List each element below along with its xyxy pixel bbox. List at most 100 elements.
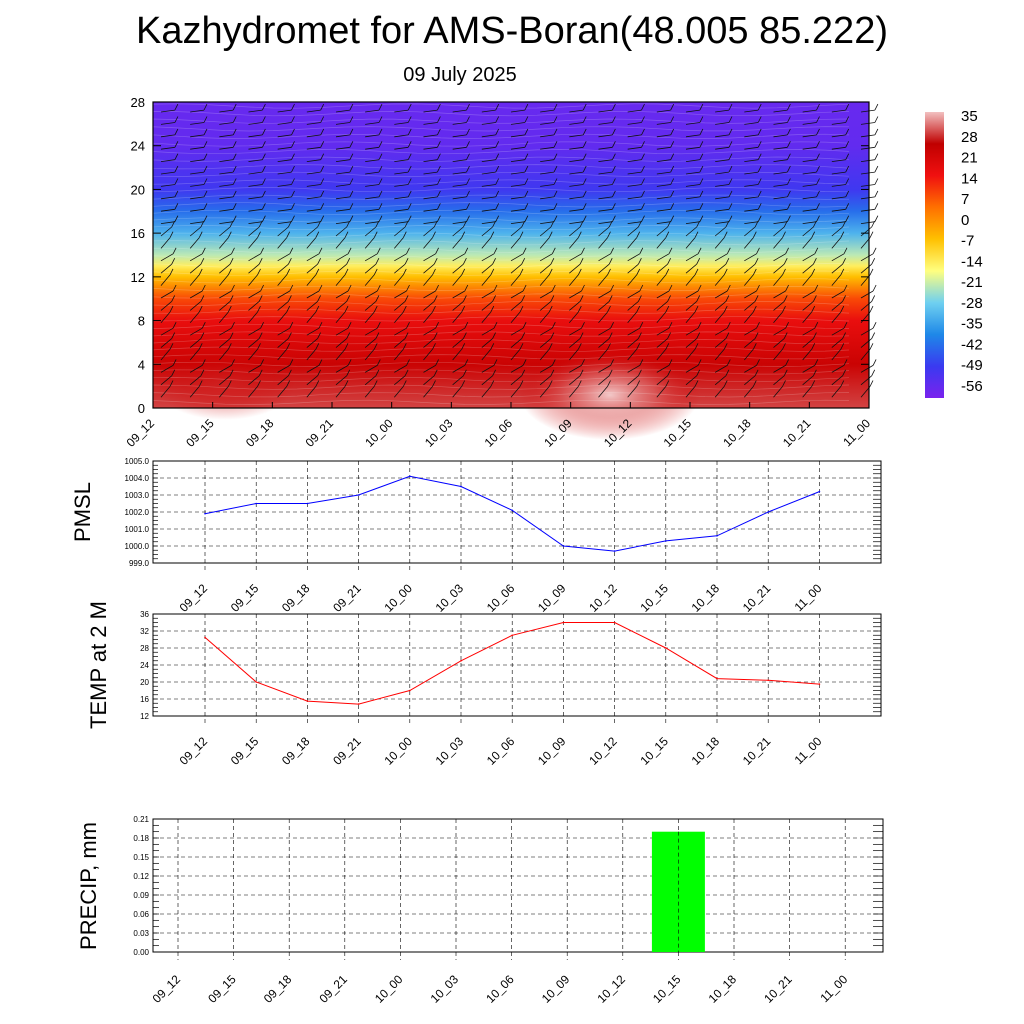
wind-barb	[248, 237, 258, 249]
wind-barb	[277, 221, 292, 224]
wind-barb-flag	[814, 322, 819, 329]
wind-barb-flag	[464, 247, 469, 254]
wind-barb	[773, 349, 783, 361]
wind-barb-flag	[699, 141, 704, 148]
wind-barb	[160, 237, 171, 249]
wind-barb-flag	[641, 178, 645, 185]
wind-barb	[277, 226, 289, 237]
cross-section-panel: 0 4 8 12 16 20 24 28 09_12 09_15 09_18 09_21 10_00 10…	[124, 95, 879, 450]
y-tick-label: 8	[138, 314, 145, 329]
wind-barb	[160, 171, 175, 175]
data-point	[818, 683, 821, 685]
wind-barb-flag	[582, 141, 587, 148]
wind-barb-flag	[553, 203, 558, 210]
wind-barb-flag	[463, 369, 467, 376]
wind-barb-flag	[291, 141, 295, 148]
wind-barb-flag	[378, 190, 383, 198]
wind-barb	[277, 134, 292, 138]
wind-barb-flag	[402, 380, 407, 387]
wind-barb-flag	[437, 153, 441, 160]
wind-barb	[510, 221, 525, 224]
wind-barb	[306, 196, 321, 200]
wind-barb-flag	[874, 153, 879, 160]
wind-barb	[773, 311, 783, 324]
wind-barb	[802, 196, 817, 200]
wind-barb	[715, 196, 730, 200]
wind-barb-flag	[466, 203, 470, 210]
wind-barb-flag	[670, 103, 675, 111]
wind-barb-flag	[461, 305, 466, 313]
wind-barb-flag	[783, 258, 788, 265]
wind-barb	[306, 349, 317, 361]
wind-barb	[423, 237, 433, 249]
wind-barb-flag	[582, 165, 587, 173]
contour-line	[152, 361, 850, 367]
wind-barb	[248, 349, 258, 361]
wind-barb-flag	[726, 284, 731, 292]
data-point	[409, 689, 411, 692]
wind-barb-flag	[582, 128, 587, 136]
wind-barb-flag	[524, 103, 529, 111]
wind-barb	[510, 386, 521, 398]
x-tick-label: 10_03	[422, 416, 456, 450]
wind-barb-flag	[550, 258, 555, 265]
data-point	[409, 475, 411, 478]
color-bar-label: 14	[961, 170, 978, 187]
wind-barb	[190, 184, 205, 187]
wind-barb	[831, 146, 846, 150]
wind-barb	[685, 386, 696, 398]
wind-barb-flag	[174, 141, 179, 148]
wind-barb	[189, 263, 202, 274]
contour-line	[152, 202, 850, 208]
wind-barb-flag	[757, 203, 762, 210]
wind-barb	[627, 237, 638, 249]
wind-barb-flag	[519, 305, 524, 313]
wind-barb	[306, 171, 321, 175]
wind-barb	[860, 146, 875, 150]
wind-barb-flag	[842, 332, 846, 339]
wind-barb-flag	[840, 343, 845, 350]
wind-barb-flag	[667, 220, 671, 228]
wind-barb-flag	[262, 215, 266, 222]
wind-barb-flag	[723, 231, 728, 238]
wind-barb-flag	[872, 284, 877, 292]
wind-barb-flag	[636, 343, 641, 350]
wind-barb	[160, 109, 175, 113]
wind-barb	[365, 134, 380, 138]
wind-barb	[744, 122, 759, 125]
chart-title: Kazhydromet for AMS-Boran(48.005 85.222)	[136, 10, 888, 52]
wind-barb-flag	[840, 380, 845, 387]
wind-barb-flag	[752, 380, 757, 387]
wind-barb-flag	[171, 295, 176, 302]
wind-barb-flag	[346, 220, 351, 228]
wind-barb	[335, 146, 350, 150]
wind-barb-flag	[229, 369, 234, 376]
wind-barb	[335, 208, 350, 212]
x-tick-label: 11_00	[817, 972, 850, 1005]
wind-barb-flag	[466, 215, 470, 222]
wind-barb	[190, 208, 205, 212]
wind-barb-flag	[670, 190, 675, 198]
wind-barb-flag	[871, 295, 876, 302]
wind-barb	[219, 184, 234, 187]
wind-barb	[598, 375, 610, 386]
wind-barb-flag	[874, 141, 879, 148]
wind-barb	[190, 159, 205, 162]
wind-barb	[306, 208, 321, 212]
wind-barb-flag	[404, 369, 409, 376]
wind-barb	[627, 208, 642, 212]
wind-barb-flag	[696, 332, 701, 339]
wind-barb-flag	[376, 359, 381, 366]
wind-barb	[773, 274, 783, 286]
wind-barb-flag	[320, 153, 325, 160]
wind-barb	[860, 184, 875, 187]
wind-barb	[714, 375, 727, 386]
x-tick-label: 09_18	[261, 972, 295, 1006]
wind-barb	[219, 365, 232, 373]
wind-barb	[656, 290, 670, 299]
wind-barb-flag	[665, 231, 670, 238]
wind-barb-flag	[840, 268, 845, 276]
wind-barb-flag	[288, 332, 292, 339]
wind-barb	[248, 327, 261, 336]
color-bar-label: -7	[961, 233, 974, 250]
